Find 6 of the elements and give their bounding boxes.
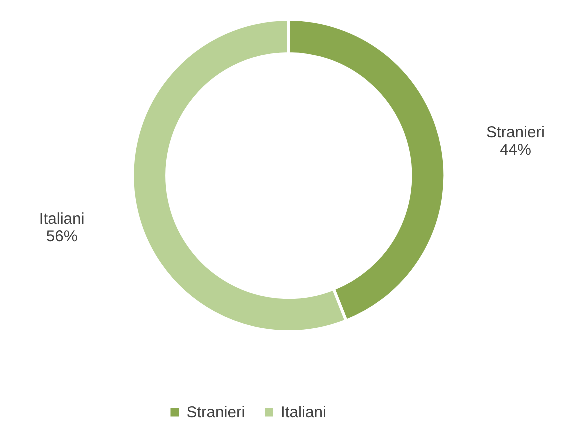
legend-label: Italiani: [281, 404, 326, 422]
legend-label: Stranieri: [186, 404, 246, 422]
data-label: 56%: [46, 228, 78, 246]
data-label: 44%: [500, 142, 532, 160]
slice-label: Stranieri: [486, 124, 546, 142]
slice-label: Italiani: [39, 210, 85, 228]
